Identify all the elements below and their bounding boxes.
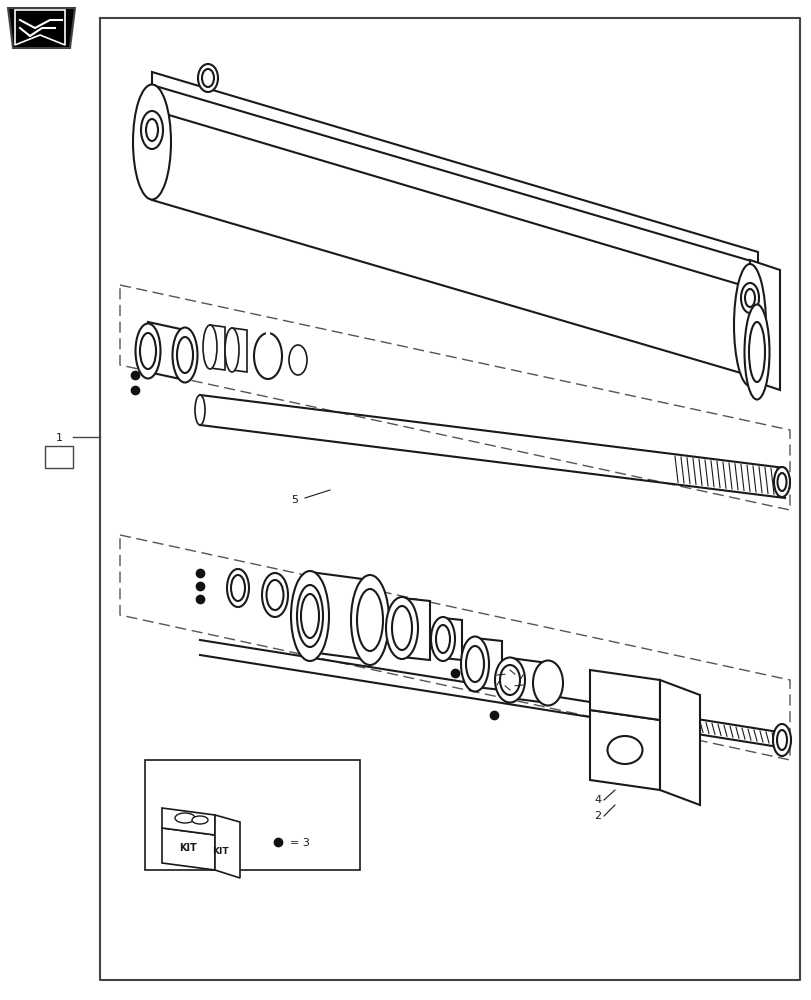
Ellipse shape: [740, 283, 758, 313]
Ellipse shape: [227, 569, 249, 607]
Polygon shape: [162, 828, 215, 870]
Ellipse shape: [225, 328, 238, 372]
Ellipse shape: [500, 665, 519, 695]
Ellipse shape: [262, 573, 288, 617]
Ellipse shape: [139, 333, 156, 369]
Ellipse shape: [357, 589, 383, 651]
Ellipse shape: [744, 289, 754, 307]
Text: 4: 4: [594, 795, 601, 805]
Polygon shape: [590, 710, 659, 790]
Ellipse shape: [177, 337, 193, 373]
Polygon shape: [749, 260, 779, 390]
Ellipse shape: [172, 328, 197, 382]
Ellipse shape: [195, 395, 204, 425]
Polygon shape: [148, 322, 185, 380]
Ellipse shape: [436, 625, 449, 653]
Polygon shape: [8, 8, 75, 48]
Polygon shape: [659, 680, 699, 805]
Polygon shape: [210, 325, 225, 370]
Ellipse shape: [133, 85, 171, 200]
Polygon shape: [509, 658, 547, 703]
Ellipse shape: [301, 594, 319, 638]
Ellipse shape: [392, 606, 411, 650]
Text: KIT: KIT: [212, 847, 228, 856]
Ellipse shape: [350, 575, 388, 665]
Ellipse shape: [431, 617, 454, 661]
Ellipse shape: [385, 597, 418, 659]
Ellipse shape: [495, 658, 525, 702]
Bar: [145, 760, 359, 870]
Text: = 3: = 3: [290, 838, 310, 848]
Ellipse shape: [532, 660, 562, 706]
Ellipse shape: [466, 646, 483, 682]
Ellipse shape: [230, 575, 245, 601]
Ellipse shape: [191, 816, 208, 824]
Polygon shape: [401, 598, 430, 660]
Ellipse shape: [266, 580, 283, 610]
Ellipse shape: [175, 813, 195, 823]
Polygon shape: [215, 815, 240, 878]
Text: 1: 1: [55, 433, 62, 443]
Ellipse shape: [776, 730, 786, 750]
Ellipse shape: [135, 324, 161, 378]
Polygon shape: [474, 638, 501, 690]
Ellipse shape: [748, 322, 764, 382]
Polygon shape: [162, 808, 215, 835]
Ellipse shape: [773, 467, 789, 497]
Polygon shape: [590, 670, 659, 720]
Ellipse shape: [202, 69, 214, 87]
Polygon shape: [232, 328, 247, 372]
Ellipse shape: [146, 119, 158, 141]
Text: 2: 2: [594, 811, 601, 821]
Text: 5: 5: [291, 495, 298, 505]
Bar: [45, 446, 73, 468]
Ellipse shape: [461, 636, 488, 692]
Ellipse shape: [289, 345, 307, 375]
Ellipse shape: [141, 111, 163, 149]
Polygon shape: [152, 72, 757, 290]
Polygon shape: [15, 10, 65, 45]
Polygon shape: [310, 572, 370, 660]
Ellipse shape: [777, 473, 786, 491]
Ellipse shape: [607, 736, 642, 764]
Ellipse shape: [198, 64, 217, 92]
Text: KIT: KIT: [179, 843, 196, 853]
Polygon shape: [443, 618, 461, 660]
Ellipse shape: [733, 264, 765, 386]
Ellipse shape: [772, 724, 790, 756]
Ellipse shape: [290, 571, 328, 661]
Ellipse shape: [297, 585, 323, 647]
Ellipse shape: [203, 325, 217, 369]
Ellipse shape: [744, 304, 769, 399]
